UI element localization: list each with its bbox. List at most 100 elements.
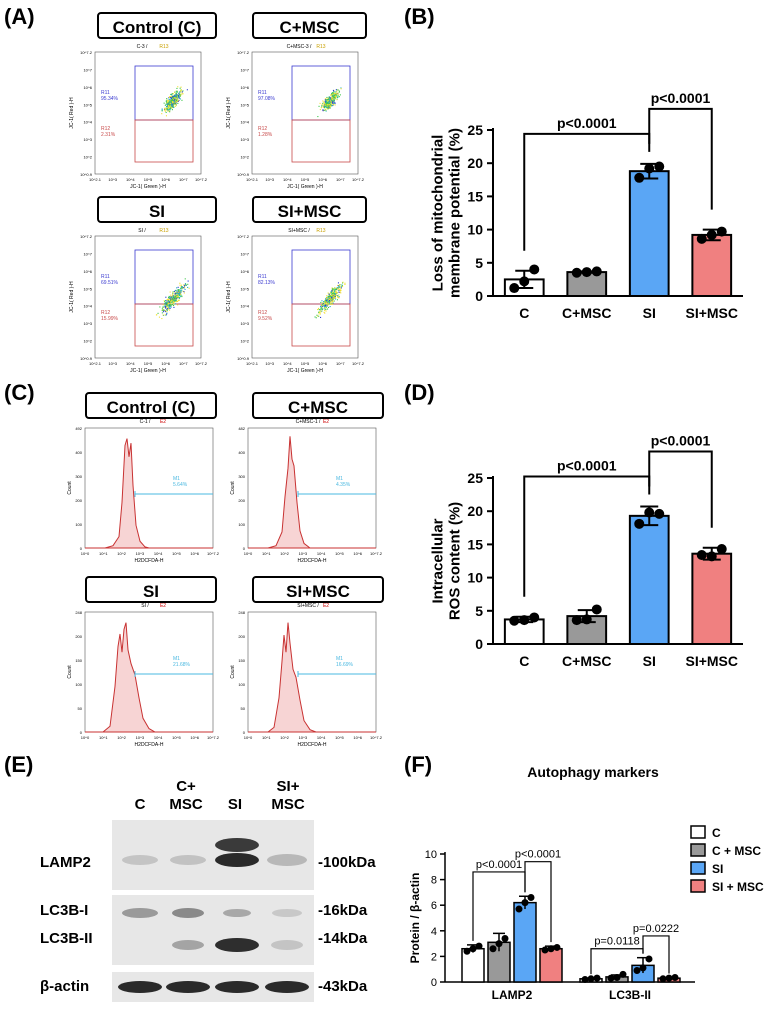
flow-event: [168, 298, 170, 300]
flow-event: [171, 298, 173, 300]
flow-event: [327, 302, 329, 304]
flow-event: [332, 293, 334, 295]
hist-xtick: 10^5: [335, 735, 344, 740]
flow-event: [168, 304, 170, 306]
flow-event: [323, 305, 325, 307]
flow-event: [333, 94, 335, 96]
chart-b-mitochondrial: 0 5 10 15 20 25 Loss of mitochondrial membrane …: [430, 90, 743, 321]
flow-event: [320, 310, 322, 312]
flow-event: [159, 306, 161, 308]
flow-event: [341, 285, 343, 287]
flow-event: [337, 94, 339, 96]
flow-event: [331, 301, 333, 303]
flow-xtick: 10^4: [126, 361, 135, 366]
flow-event: [182, 287, 184, 289]
flow-event: [171, 104, 173, 106]
flow-xtick: 10^5: [144, 177, 153, 182]
flow-event: [327, 97, 329, 99]
flow-event: [166, 108, 168, 110]
flow-event: [338, 297, 340, 299]
flow-event: [329, 299, 331, 301]
flow-event: [178, 93, 180, 95]
flow-event: [333, 98, 335, 100]
flow-event: [174, 298, 176, 300]
flow-event: [169, 303, 171, 305]
flow-event: [158, 316, 160, 318]
flow-event: [333, 293, 335, 295]
flow-event: [178, 290, 180, 292]
flow-event: [164, 107, 166, 109]
flow-event: [321, 300, 323, 302]
flow-event: [162, 311, 164, 313]
hist-ytick: 492: [75, 426, 82, 431]
flow-event: [169, 96, 171, 98]
panel-label-f: (F): [404, 752, 433, 777]
hist-xtick: 10^1: [99, 735, 108, 740]
flow-event: [329, 97, 331, 99]
flow-event: [333, 289, 335, 291]
p-value-label: p<0.0001: [557, 458, 617, 474]
y-tick-label: 0: [475, 636, 483, 652]
flow-event: [325, 297, 327, 299]
flow-event: [331, 288, 333, 290]
flow-event: [331, 295, 333, 297]
hist-xtick: 10^3: [136, 735, 145, 740]
flow-event: [166, 303, 168, 305]
flow-event: [335, 291, 337, 293]
hist-marker-pct: 16.69%: [336, 662, 354, 668]
flow-event: [172, 299, 174, 301]
flow-ytick: 10^6: [83, 85, 92, 90]
blot-lane-label: SI+ MSC: [271, 778, 305, 813]
flow-event: [161, 312, 163, 314]
hist-ytick: 0: [80, 730, 83, 735]
flow-event: [171, 299, 173, 301]
hist-xtick: 10^0: [244, 735, 253, 740]
flow-event: [328, 302, 330, 304]
hist-ytick: 150: [75, 658, 82, 663]
flow-event: [178, 92, 180, 94]
hist-ytick: 300: [75, 474, 82, 479]
hist-cond-label: SI: [85, 576, 217, 603]
flow-event: [321, 105, 323, 107]
flow-event: [324, 309, 326, 311]
flow-event: [324, 305, 326, 307]
flow-event: [163, 309, 165, 311]
flow-event: [335, 94, 337, 96]
hist-marker-name: M1: [336, 476, 343, 482]
flow-event: [334, 98, 336, 100]
blot-bands-actin: [118, 981, 309, 993]
data-point: [716, 544, 727, 555]
data-point: [591, 266, 602, 277]
flow-event: [332, 302, 334, 304]
flow-event: [331, 102, 333, 104]
flow-event: [327, 100, 329, 102]
flow-event: [326, 106, 328, 108]
gate-r11-pct: 95.34%: [101, 96, 119, 102]
flow-xtick: 10^6: [318, 361, 327, 366]
flow-event: [330, 303, 332, 305]
flow-event: [330, 292, 332, 294]
flow-event: [327, 104, 329, 106]
flow-event: [334, 96, 336, 98]
flow-event: [325, 298, 327, 300]
blot-lane-label: C: [134, 796, 146, 813]
flow-event: [332, 100, 334, 102]
flow-event: [338, 294, 340, 296]
flow-event: [331, 96, 333, 98]
flow-event: [332, 289, 334, 291]
hist-ytick: 50: [78, 706, 83, 711]
flow-plot-title-gate: R13: [316, 44, 325, 50]
y-tick-label: 15: [467, 188, 483, 204]
hist-marker-pct: 4.35%: [336, 482, 351, 488]
gate-r11: [291, 249, 351, 305]
flow-event: [327, 108, 329, 110]
flow-event: [179, 292, 181, 294]
flow-event: [178, 99, 180, 101]
flow-event: [175, 100, 177, 102]
flow-event: [170, 98, 172, 100]
flow-ytick: 10^3: [83, 321, 92, 326]
flow-event: [184, 284, 186, 286]
hist-xlabel: H2DCFDA-H: [298, 558, 327, 564]
blot-band: [215, 981, 259, 993]
flow-event: [170, 300, 172, 302]
